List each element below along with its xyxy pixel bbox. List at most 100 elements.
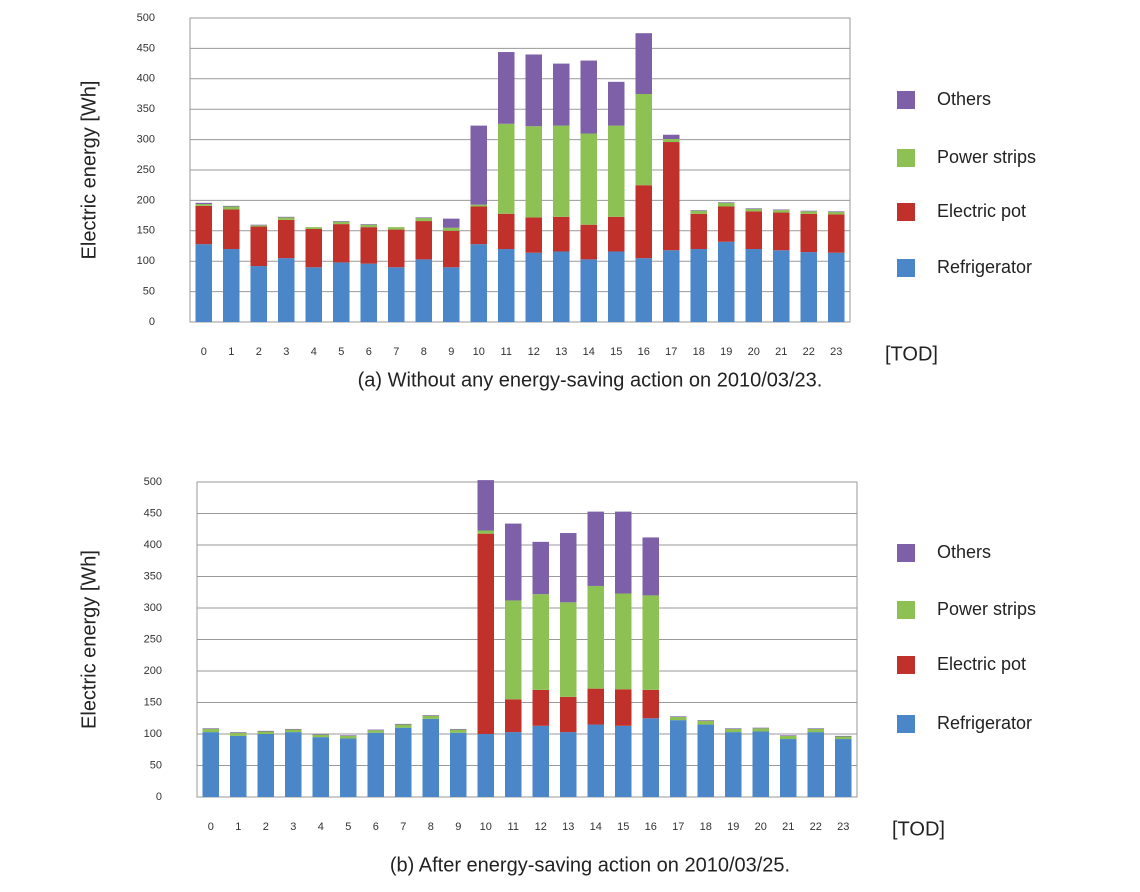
bar-segment bbox=[525, 217, 542, 253]
bar-segment bbox=[250, 226, 267, 267]
bar-segment bbox=[367, 732, 384, 797]
y-tick-label: 50 bbox=[143, 286, 155, 298]
bar-segment bbox=[415, 217, 432, 219]
bar-segment bbox=[560, 732, 577, 797]
bar-segment bbox=[230, 735, 247, 797]
bar-segment bbox=[532, 594, 549, 690]
bar-segment bbox=[443, 230, 460, 268]
bar-segment bbox=[635, 94, 652, 186]
x-tick-label: 14 bbox=[590, 821, 602, 833]
x-tick-label: 12 bbox=[528, 346, 540, 358]
legend-label: Power strips bbox=[937, 599, 1036, 619]
bar-segment bbox=[690, 210, 707, 214]
y-tick-label: 200 bbox=[137, 194, 155, 206]
legend-label: Electric pot bbox=[937, 201, 1026, 221]
bar-segment bbox=[580, 133, 597, 225]
legend-swatch bbox=[897, 149, 915, 167]
bar-segment bbox=[415, 218, 432, 222]
bar-segment bbox=[470, 206, 487, 245]
bar-segment bbox=[285, 728, 302, 730]
bar-segment bbox=[202, 728, 219, 729]
x-tick-label: 7 bbox=[393, 346, 399, 358]
bar-segment bbox=[690, 210, 707, 211]
bar-segment bbox=[202, 728, 219, 733]
legend-swatch bbox=[897, 601, 915, 619]
legend-label: Others bbox=[937, 89, 991, 109]
y-tick-label: 150 bbox=[137, 225, 155, 237]
legend-swatch bbox=[897, 259, 915, 277]
bar-segment bbox=[635, 258, 652, 322]
bar-segment bbox=[670, 720, 687, 797]
bar-segment bbox=[360, 227, 377, 264]
x-tick-label: 21 bbox=[782, 821, 794, 833]
bar-segment bbox=[477, 734, 494, 797]
bar-segment bbox=[553, 251, 570, 322]
bar-segment bbox=[718, 202, 735, 207]
y-tick-label: 300 bbox=[137, 134, 155, 146]
bar-segment bbox=[333, 262, 350, 322]
bar-segment bbox=[780, 739, 797, 797]
bar-segment bbox=[312, 734, 329, 738]
bar-segment bbox=[230, 732, 247, 733]
bar-segment bbox=[257, 731, 274, 734]
bar-segment bbox=[415, 259, 432, 322]
x-tick-label: 21 bbox=[775, 346, 787, 358]
x-tick-label: 22 bbox=[810, 821, 822, 833]
bar-segment bbox=[340, 735, 357, 736]
x-tick-label: 20 bbox=[748, 346, 760, 358]
bar-segment bbox=[195, 202, 212, 205]
bar-segment bbox=[780, 735, 797, 740]
bar-segment bbox=[498, 249, 515, 322]
bar-segment bbox=[223, 209, 240, 250]
bar-segment bbox=[752, 727, 769, 729]
bar-segment bbox=[367, 729, 384, 731]
bar-segment bbox=[257, 734, 274, 797]
bar-segment bbox=[642, 595, 659, 690]
bar-segment bbox=[202, 732, 219, 797]
bar-segment bbox=[525, 252, 542, 322]
bar-segment bbox=[477, 533, 494, 734]
x-tick-label: 17 bbox=[665, 346, 677, 358]
y-tick-label: 250 bbox=[144, 633, 162, 645]
bar-segment bbox=[422, 715, 439, 719]
x-tick-label: 3 bbox=[283, 346, 289, 358]
bar-segment bbox=[532, 689, 549, 726]
y-axis-label: Electric energy [Wh] bbox=[78, 550, 100, 729]
bar-segment bbox=[477, 480, 494, 531]
x-tick-label: 10 bbox=[480, 821, 492, 833]
bar-segment bbox=[312, 737, 329, 797]
bar-segment bbox=[587, 585, 604, 689]
bar-segment bbox=[250, 224, 267, 226]
x-tick-label: 19 bbox=[727, 821, 739, 833]
legend-label: Others bbox=[937, 542, 991, 562]
x-tick-label: 4 bbox=[311, 346, 317, 358]
x-tick-label: 16 bbox=[638, 346, 650, 358]
bar-segment bbox=[780, 735, 797, 736]
bar-segment bbox=[498, 123, 515, 214]
bar-segment bbox=[835, 735, 852, 737]
bar-segment bbox=[470, 244, 487, 322]
bar-segment bbox=[360, 224, 377, 228]
x-tick-label: 13 bbox=[562, 821, 574, 833]
x-tick-label: 11 bbox=[501, 346, 512, 358]
bar-segment bbox=[450, 728, 467, 730]
bar-segment bbox=[305, 267, 322, 322]
x-tick-label: 5 bbox=[338, 346, 344, 358]
bar-segment bbox=[560, 602, 577, 697]
bar-segment bbox=[250, 266, 267, 322]
bar-segment bbox=[745, 249, 762, 322]
bar-segment bbox=[718, 241, 735, 322]
y-tick-label: 400 bbox=[144, 539, 162, 551]
bar-segment bbox=[505, 732, 522, 797]
bar-segment bbox=[670, 716, 687, 717]
bar-segment bbox=[725, 728, 742, 733]
bar-segment bbox=[498, 52, 515, 124]
bar-segment bbox=[580, 259, 597, 322]
x-tick-label: 22 bbox=[803, 346, 815, 358]
bar-segment bbox=[395, 727, 412, 797]
x-tick-label: 7 bbox=[400, 821, 406, 833]
x-tick-label: 8 bbox=[428, 821, 434, 833]
bar-segment bbox=[223, 249, 240, 322]
bar-segment bbox=[388, 229, 405, 268]
